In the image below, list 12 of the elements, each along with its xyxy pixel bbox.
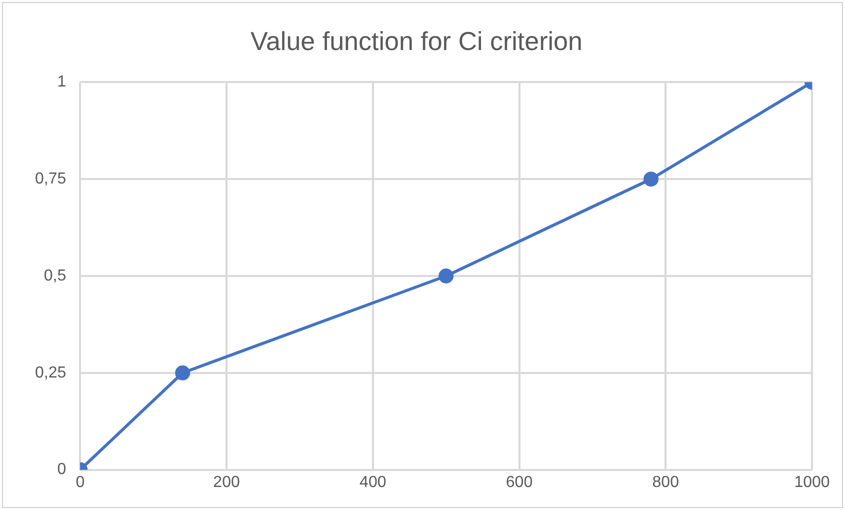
- y-tick-label: 0,75: [35, 170, 66, 188]
- y-tick-label: 0,5: [44, 267, 66, 284]
- x-tick-label: 1000: [794, 474, 830, 491]
- x-tick-label: 200: [213, 474, 240, 491]
- x-tick-label: 0: [76, 474, 85, 491]
- x-tick-label: 800: [652, 474, 680, 491]
- y-tick-label: 1: [57, 74, 66, 91]
- y-tick-label: 0,25: [35, 364, 66, 382]
- chart-title: Value function for Ci criterion: [250, 26, 582, 56]
- x-tick-label: 600: [506, 474, 533, 491]
- y-tick-label: 0: [57, 461, 66, 478]
- x-tick-label: 400: [360, 474, 386, 491]
